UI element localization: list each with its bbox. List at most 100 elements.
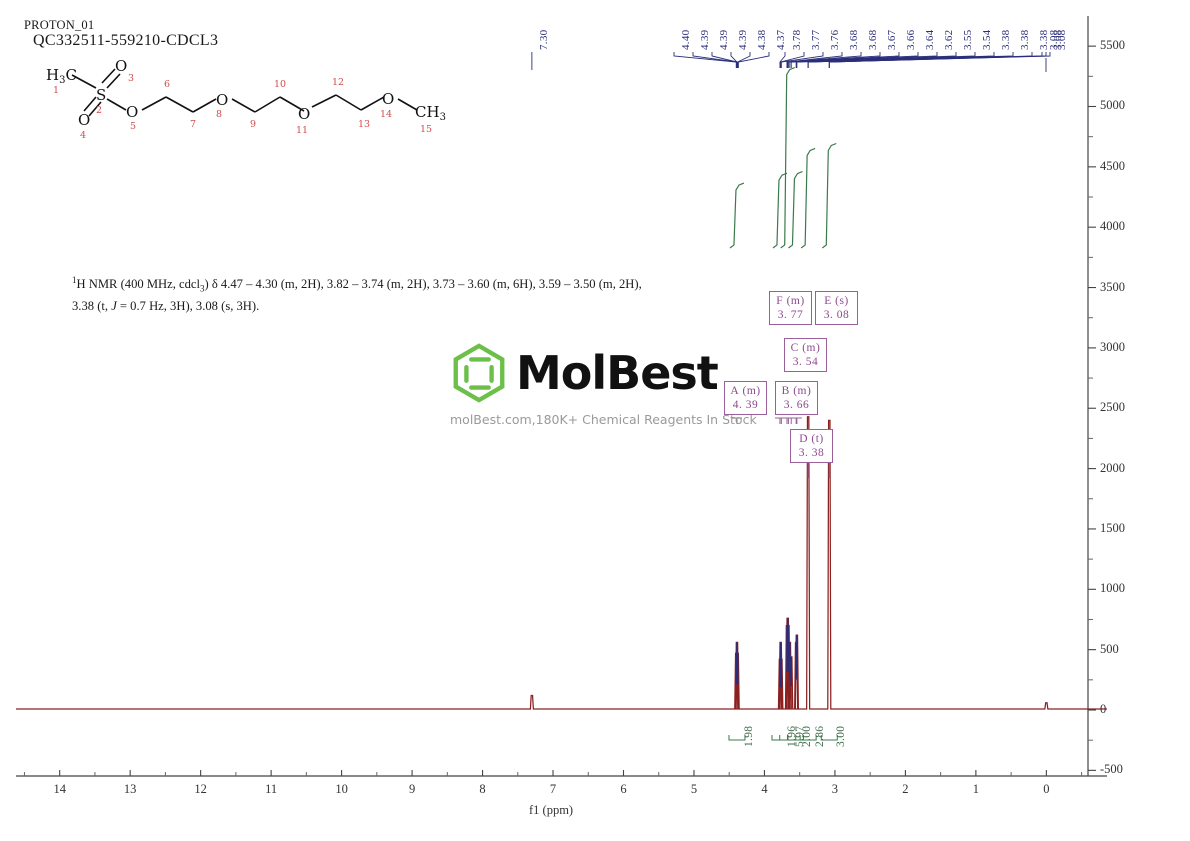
label-sulfur: S [96, 86, 106, 104]
multiplet-F-shift: 3. 77 [777, 309, 804, 321]
peak-label-leader [779, 52, 786, 68]
atom-index-8: 8 [216, 109, 222, 120]
x-tick-label: 2 [902, 782, 909, 796]
integral-label: 2.86 [814, 725, 827, 747]
molbest-hexagon-logo-icon [453, 343, 505, 403]
integral-label: 1.98 [742, 725, 755, 747]
y-tick-label: 4000 [1100, 219, 1125, 234]
peak-label: 4.39 [737, 29, 749, 50]
multiplet-box-E[interactable]: E (s) 3. 08 [815, 291, 858, 325]
integral-curve [800, 147, 816, 249]
nmr-text-line3a: (m, 2H), 3.38 (t, [72, 277, 642, 313]
multiplet-D-type: (t) [811, 433, 824, 445]
label-o4: O [78, 111, 90, 129]
label-ch3-15: CH3 [415, 103, 446, 123]
y-tick-label: 2500 [1100, 400, 1125, 415]
multiplet-box-C[interactable]: C (m) 3. 54 [784, 338, 827, 372]
y-tick-label: 1000 [1100, 581, 1125, 596]
atom-index-6: 6 [164, 79, 170, 90]
multiplet-E-type: (s) [835, 295, 849, 307]
x-tick-label: 12 [194, 782, 207, 796]
peak-label: 4.39 [718, 29, 730, 50]
multiplet-connector [791, 417, 802, 424]
multiplet-C-id: C [790, 342, 799, 354]
x-tick-label: 7 [549, 782, 557, 796]
y-tick-label: 2000 [1100, 460, 1125, 475]
multiplet-box-D[interactable]: D (t) 3. 38 [790, 429, 833, 463]
atom-index-2: 2 [96, 105, 102, 116]
label-o8: O [216, 91, 228, 109]
integral-label: 2.00 [801, 725, 814, 747]
x-tick-label: 1 [972, 782, 979, 796]
multiplet-box-B[interactable]: B (m) 3. 66 [775, 381, 818, 415]
multiplet-A-id: A [730, 385, 740, 397]
peak-label: 3.08 [1056, 29, 1068, 50]
multiplet-B-id: B [781, 385, 790, 397]
multiplet-A-shift: 4. 39 [732, 399, 759, 411]
chemical-structure-diagram: H3C S O O O O O O CH3 1 2 3 4 5 6 7 8 9 … [16, 55, 446, 150]
peak-label: 3.68 [848, 29, 860, 50]
label-o14: O [382, 90, 394, 108]
atom-index-9: 9 [250, 119, 256, 130]
label-h3c: H3C [46, 66, 77, 86]
nmr-solvent-subscript: 3 [199, 283, 205, 294]
peak-label-leader [737, 52, 770, 68]
spectrum-trace [16, 416, 1107, 710]
peak-label: 3.55 [962, 29, 974, 50]
multiplet-D-id: D [799, 433, 809, 445]
x-tick-label: 5 [690, 782, 698, 796]
multiplet-B-type: (m) [793, 385, 812, 397]
y-tick-label: 500 [1100, 641, 1119, 656]
y-tick-label: -500 [1100, 762, 1123, 777]
integral-bracket [728, 735, 746, 741]
peak-label: 4.40 [680, 29, 692, 50]
multiplet-A-type: (m) [742, 385, 761, 397]
peak-label-leader [737, 52, 751, 68]
label-o3: O [115, 57, 127, 75]
multiplet-box-A[interactable]: A (m) 4. 39 [724, 381, 767, 415]
multiplet-F-id: F [776, 295, 784, 307]
integral-curve [821, 142, 837, 249]
peak-label: 3.66 [905, 29, 917, 50]
multiplet-F-type: (m) [786, 295, 805, 307]
experiment-name: PROTON_01 [24, 18, 95, 32]
atom-index-3: 3 [128, 73, 134, 84]
y-tick-label: 1500 [1100, 520, 1125, 535]
sample-id-title: QC332511-559210-CDCL3 [33, 32, 219, 49]
x-tick-label: 9 [408, 782, 416, 796]
peak-label: 3.77 [810, 29, 822, 50]
integral-label: 3.00 [835, 725, 848, 747]
peak-label-leader [786, 52, 862, 68]
x-tick-label: 10 [335, 782, 348, 796]
nmr-assignment-text: 1H NMR (400 MHz, cdcl3) δ 4.47 – 4.30 (m… [72, 272, 652, 315]
x-tick-label: 3 [831, 782, 839, 796]
nmr-text-line2: ) δ 4.47 – 4.30 (m, 2H), 3.82 – 3.74 (m,… [204, 277, 596, 292]
multiplet-C-shift: 3. 54 [792, 356, 819, 368]
nmr-coupling-symbol: J [111, 298, 117, 313]
atom-index-12: 12 [332, 77, 344, 88]
peak-label: 3.78 [791, 29, 803, 50]
solvent-peak-label: 7.30 [537, 29, 550, 50]
nmr-text-line1: H NMR (400 MHz, cdcl [76, 277, 200, 292]
peak-label: 3.76 [829, 29, 841, 50]
peak-label-leader [673, 52, 737, 68]
y-tick-label: 0 [1100, 702, 1107, 716]
label-o5: O [126, 103, 138, 121]
x-tick-label: 0 [1043, 782, 1050, 796]
x-tick-label: 6 [620, 782, 627, 796]
x-axis-title: f1 (ppm) [529, 803, 574, 817]
peak-label: 4.38 [756, 29, 768, 50]
peak-label-leader [730, 52, 738, 68]
peak-label: 4.39 [699, 29, 711, 50]
atom-index-13: 13 [358, 119, 370, 130]
multiplet-connector [731, 417, 742, 424]
atom-index-10: 10 [274, 79, 286, 90]
peak-label: 3.64 [924, 29, 936, 50]
multiplet-box-F[interactable]: F (m) 3. 77 [769, 291, 812, 325]
integral-curve [780, 67, 795, 249]
atom-index-4: 4 [80, 130, 86, 141]
peak-label: 3.62 [943, 29, 955, 50]
integral-bracket [799, 735, 817, 741]
